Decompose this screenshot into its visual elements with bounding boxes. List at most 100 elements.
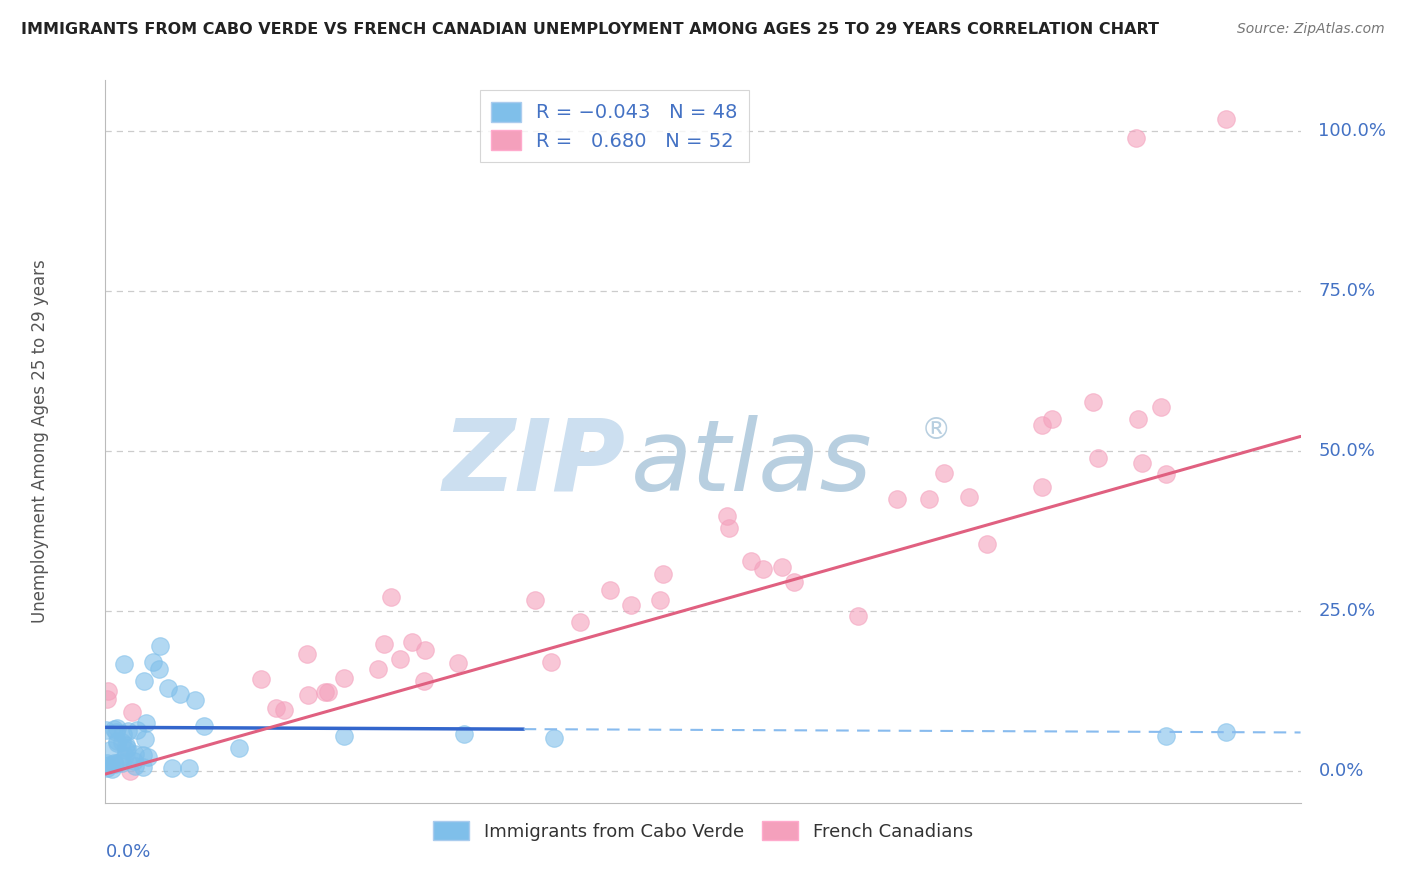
Point [115, 743, 138, 757]
Point [112, 657, 135, 671]
Point [380, 590, 402, 604]
Point [157, 681, 180, 695]
Point [104, 756, 127, 771]
Text: 100.0%: 100.0% [1319, 122, 1386, 140]
Point [389, 652, 412, 666]
Point [453, 727, 475, 741]
Point [264, 701, 287, 715]
Point [134, 731, 156, 746]
Point [976, 537, 998, 551]
Point [107, 755, 129, 769]
Text: Source: ZipAtlas.com: Source: ZipAtlas.com [1237, 22, 1385, 37]
Point [599, 583, 621, 598]
Point [718, 521, 741, 535]
Point [740, 554, 762, 568]
Point [122, 754, 145, 768]
Point [120, 764, 142, 778]
Point [770, 559, 793, 574]
Point [752, 562, 775, 576]
Point [117, 740, 139, 755]
Text: Unemployment Among Ages 25 to 29 years: Unemployment Among Ages 25 to 29 years [31, 260, 49, 624]
Point [1150, 400, 1173, 414]
Point [228, 741, 250, 756]
Point [103, 723, 125, 737]
Point [846, 608, 869, 623]
Point [105, 725, 128, 739]
Text: 75.0%: 75.0% [1319, 282, 1375, 301]
Point [111, 756, 134, 770]
Point [105, 736, 128, 750]
Text: ®: ® [921, 417, 952, 445]
Point [1215, 112, 1237, 126]
Text: 0.0%: 0.0% [1319, 762, 1364, 780]
Point [569, 615, 592, 629]
Point [127, 723, 149, 737]
Point [782, 574, 804, 589]
Point [97, 758, 120, 772]
Point [716, 509, 738, 524]
Point [373, 637, 395, 651]
Point [1040, 412, 1063, 426]
Point [932, 466, 955, 480]
Point [413, 643, 436, 657]
Text: atlas: atlas [631, 415, 873, 512]
Point [115, 739, 138, 753]
Point [97, 683, 120, 698]
Point [1083, 394, 1105, 409]
Point [177, 761, 200, 775]
Point [96, 756, 118, 770]
Point [447, 656, 470, 670]
Point [193, 718, 215, 732]
Point [149, 639, 172, 653]
Point [401, 635, 423, 649]
Point [162, 761, 184, 775]
Point [297, 688, 319, 702]
Point [134, 674, 156, 689]
Point [96, 723, 118, 737]
Point [135, 715, 157, 730]
Text: 25.0%: 25.0% [1319, 602, 1375, 620]
Point [1125, 131, 1147, 145]
Point [114, 749, 136, 764]
Legend: Immigrants from Cabo Verde, French Canadians: Immigrants from Cabo Verde, French Canad… [426, 814, 980, 848]
Point [652, 566, 675, 581]
Point [142, 655, 165, 669]
Point [918, 492, 941, 507]
Point [100, 762, 122, 776]
Point [112, 727, 135, 741]
Point [249, 672, 271, 686]
Point [132, 760, 155, 774]
Point [1130, 456, 1153, 470]
Point [413, 674, 436, 689]
Point [648, 592, 671, 607]
Point [136, 750, 159, 764]
Point [333, 671, 356, 685]
Point [540, 655, 562, 669]
Point [184, 693, 207, 707]
Point [314, 685, 336, 699]
Point [1031, 417, 1053, 432]
Point [1154, 729, 1177, 743]
Point [1087, 450, 1109, 465]
Point [1154, 467, 1177, 481]
Point [124, 759, 146, 773]
Point [107, 734, 129, 748]
Text: ZIP: ZIP [443, 415, 626, 512]
Point [620, 598, 643, 612]
Point [148, 661, 170, 675]
Point [103, 756, 125, 770]
Point [316, 685, 339, 699]
Text: 50.0%: 50.0% [1319, 442, 1375, 460]
Point [121, 705, 143, 719]
Point [273, 703, 295, 717]
Point [98, 742, 121, 756]
Point [886, 492, 908, 507]
Point [96, 692, 118, 706]
Text: IMMIGRANTS FROM CABO VERDE VS FRENCH CANADIAN UNEMPLOYMENT AMONG AGES 25 TO 29 Y: IMMIGRANTS FROM CABO VERDE VS FRENCH CAN… [21, 22, 1159, 37]
Point [543, 731, 565, 745]
Point [367, 662, 389, 676]
Point [117, 723, 139, 738]
Point [132, 747, 155, 762]
Point [1031, 480, 1053, 494]
Point [297, 647, 319, 661]
